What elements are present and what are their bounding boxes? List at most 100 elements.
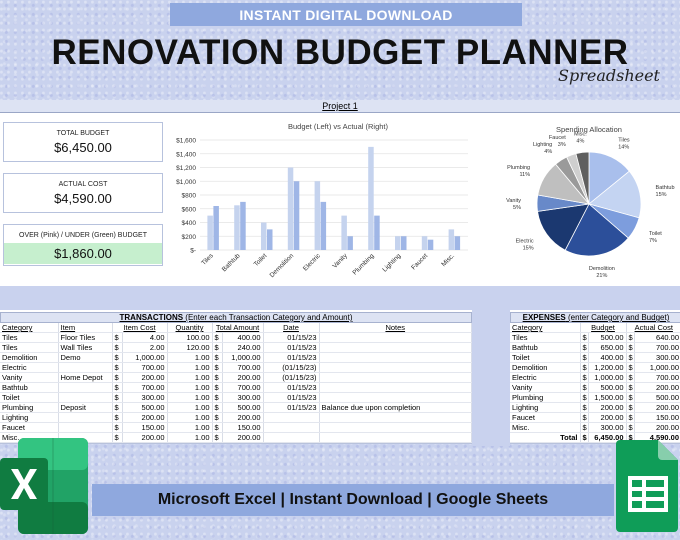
table-cell[interactable]: Bathtub [510, 342, 581, 354]
table-cell[interactable] [263, 412, 320, 424]
table-cell[interactable]: 200.00 [122, 432, 168, 444]
table-cell[interactable] [319, 352, 472, 364]
table-cell[interactable]: Lighting [510, 402, 581, 414]
table-cell[interactable]: 300.00 [222, 392, 264, 404]
table-cell[interactable]: 1.00 [167, 432, 213, 444]
table-cell[interactable]: $ [112, 352, 123, 364]
table-cell[interactable]: 500.00 [634, 392, 680, 404]
table-cell[interactable] [319, 392, 472, 404]
table-cell[interactable]: $ [580, 332, 589, 344]
table-cell[interactable] [319, 382, 472, 394]
table-cell[interactable]: 1,000.00 [122, 352, 168, 364]
table-cell[interactable]: $ [112, 422, 123, 434]
table-cell[interactable]: 1,500.00 [588, 392, 627, 404]
table-cell[interactable]: 240.00 [222, 342, 264, 354]
table-cell[interactable]: 650.00 [588, 342, 627, 354]
table-cell[interactable]: 1,000.00 [222, 352, 264, 364]
table-cell[interactable] [319, 332, 472, 344]
table-cell[interactable]: $ [580, 412, 589, 424]
table-cell[interactable] [319, 412, 472, 424]
table-cell[interactable]: 1.00 [167, 412, 213, 424]
table-cell[interactable]: Balance due upon completion [319, 402, 472, 414]
table-cell[interactable]: Deposit [58, 402, 113, 414]
table-cell[interactable]: Vanity [0, 372, 59, 384]
table-cell[interactable]: $ [580, 382, 589, 394]
table-cell[interactable]: 200.00 [122, 412, 168, 424]
table-cell[interactable]: 150.00 [634, 412, 680, 424]
table-cell[interactable]: $ [212, 422, 223, 434]
table-cell[interactable]: 1,000.00 [588, 372, 627, 384]
table-cell[interactable]: Demo [58, 352, 113, 364]
table-cell[interactable]: 200.00 [588, 412, 627, 424]
table-cell[interactable]: $ [626, 352, 635, 364]
table-cell[interactable]: 200.00 [634, 422, 680, 434]
table-cell[interactable]: $ [112, 432, 123, 444]
table-cell[interactable]: $ [626, 392, 635, 404]
table-cell[interactable]: 120.00 [167, 342, 213, 354]
table-cell[interactable] [319, 362, 472, 374]
table-cell[interactable]: 500.00 [588, 332, 627, 344]
table-cell[interactable]: $ [580, 352, 589, 364]
table-cell[interactable]: 01/15/23 [263, 402, 320, 414]
table-cell[interactable] [58, 382, 113, 394]
table-cell[interactable]: 500.00 [222, 402, 264, 414]
table-cell[interactable]: Toilet [0, 392, 59, 404]
table-cell[interactable]: Tiles [510, 332, 581, 344]
table-cell[interactable]: 200.00 [222, 412, 264, 424]
table-cell[interactable]: $ [212, 372, 223, 384]
table-cell[interactable]: $ [580, 392, 589, 404]
table-cell[interactable]: $ [212, 382, 223, 394]
table-cell[interactable]: 700.00 [634, 342, 680, 354]
table-cell[interactable]: 150.00 [122, 422, 168, 434]
table-cell[interactable]: Misc. [510, 422, 581, 434]
actual-cost-value[interactable]: $4,590.00 [54, 191, 112, 206]
table-cell[interactable]: Tiles [0, 342, 59, 354]
table-cell[interactable]: $ [626, 382, 635, 394]
over-under-value[interactable]: $1,860.00 [4, 243, 162, 264]
table-cell[interactable]: 1.00 [167, 382, 213, 394]
table-cell[interactable]: Demolition [0, 352, 59, 364]
table-cell[interactable]: 01/15/23 [263, 382, 320, 394]
table-cell[interactable]: $ [112, 412, 123, 424]
table-cell[interactable]: $ [580, 422, 589, 434]
table-cell[interactable]: $ [212, 352, 223, 364]
table-cell[interactable]: 01/15/23 [263, 392, 320, 404]
table-cell[interactable]: 4.00 [122, 332, 168, 344]
table-cell[interactable]: $ [580, 342, 589, 354]
table-cell[interactable]: $ [580, 402, 589, 414]
table-cell[interactable]: $ [212, 332, 223, 344]
table-cell[interactable]: 200.00 [634, 382, 680, 394]
table-cell[interactable]: 1,200.00 [588, 362, 627, 374]
table-cell[interactable]: Lighting [0, 412, 59, 424]
table-cell[interactable]: 200.00 [588, 402, 627, 414]
table-cell[interactable]: 1.00 [167, 352, 213, 364]
table-cell[interactable]: $ [580, 362, 589, 374]
table-cell[interactable]: Plumbing [0, 402, 59, 414]
table-cell[interactable]: $ [626, 332, 635, 344]
table-cell[interactable]: 400.00 [588, 352, 627, 364]
table-cell[interactable]: 150.00 [222, 422, 264, 434]
table-cell[interactable]: (01/15/23) [263, 372, 320, 384]
table-cell[interactable]: Vanity [510, 382, 581, 394]
table-cell[interactable]: 1.00 [167, 402, 213, 414]
table-cell[interactable]: Electric [510, 372, 581, 384]
table-cell[interactable]: 200.00 [634, 402, 680, 414]
table-cell[interactable] [319, 432, 472, 444]
table-cell[interactable] [319, 342, 472, 354]
table-cell[interactable]: 300.00 [588, 422, 627, 434]
table-cell[interactable]: Faucet [0, 422, 59, 434]
table-cell[interactable]: 200.00 [222, 372, 264, 384]
table-cell[interactable]: 700.00 [122, 362, 168, 374]
table-cell[interactable]: $ [112, 372, 123, 384]
table-cell[interactable]: $ [112, 342, 123, 354]
table-cell[interactable]: $ [212, 342, 223, 354]
table-cell[interactable]: $ [626, 402, 635, 414]
table-cell[interactable] [58, 362, 113, 374]
table-cell[interactable]: $ [112, 392, 123, 404]
table-cell[interactable] [319, 372, 472, 384]
table-cell[interactable]: 1.00 [167, 392, 213, 404]
table-cell[interactable]: 01/15/23 [263, 352, 320, 364]
table-cell[interactable] [263, 432, 320, 444]
table-cell[interactable]: 300.00 [122, 392, 168, 404]
table-cell[interactable]: 01/15/23 [263, 332, 320, 344]
